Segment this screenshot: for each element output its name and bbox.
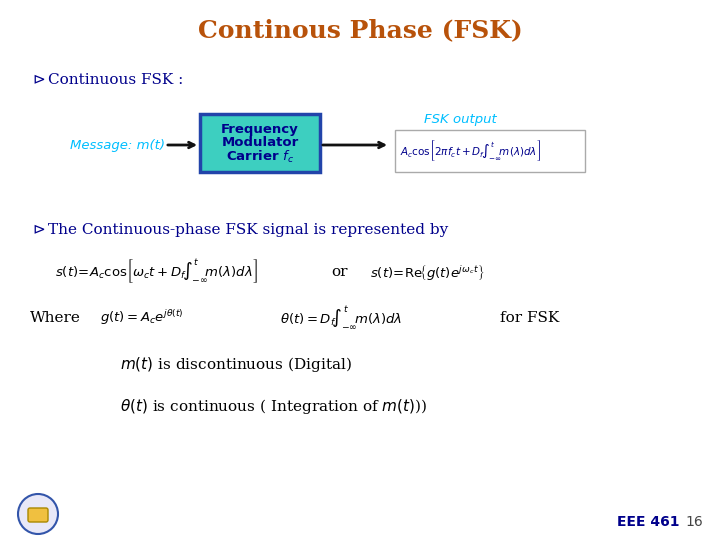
Text: 16: 16 [685,515,703,529]
Text: FSK output: FSK output [423,113,496,126]
Text: $\theta(t)=D_f\!\int_{-\infty}^{t}\!m(\lambda)d\lambda$: $\theta(t)=D_f\!\int_{-\infty}^{t}\!m(\l… [280,305,402,332]
Text: Where: Where [30,311,81,325]
Text: $s(t)\!=\!A_c\cos\!\left[\omega_c t+D_f\!\int_{-\infty}^{t}\!m(\lambda)d\lambda\: $s(t)\!=\!A_c\cos\!\left[\omega_c t+D_f\… [55,258,258,286]
Text: or: or [332,265,348,279]
Text: Frequency: Frequency [221,124,299,137]
Text: $\vartriangleright$: $\vartriangleright$ [30,222,46,238]
Text: $m(t)$ is discontinuous (Digital): $m(t)$ is discontinuous (Digital) [120,355,352,375]
Text: Continuous FSK :: Continuous FSK : [48,73,184,87]
Text: Continous Phase (FSK): Continous Phase (FSK) [197,18,523,42]
FancyBboxPatch shape [28,508,48,522]
Text: Modulator: Modulator [221,137,299,150]
Bar [200,114,320,172]
Text: The Continuous-phase FSK signal is represented by: The Continuous-phase FSK signal is repre… [48,223,449,237]
Text: Carrier $f_c$: Carrier $f_c$ [226,149,294,165]
Text: $A_c \cos\!\left[2\pi f_c t+D_f\!\int_{-\infty}^{t}\!m(\lambda)d\lambda\right]$: $A_c \cos\!\left[2\pi f_c t+D_f\!\int_{-… [400,139,541,163]
Text: Message: m(t): Message: m(t) [71,138,166,152]
Circle shape [18,494,58,534]
Text: $\vartriangleright$: $\vartriangleright$ [30,72,46,87]
Text: for FSK: for FSK [500,311,559,325]
Text: $g(t)=A_c e^{j\theta(t)}$: $g(t)=A_c e^{j\theta(t)}$ [100,308,184,327]
Text: $\theta(t)$ is continuous ( Integration of $m(t)$)): $\theta(t)$ is continuous ( Integration … [120,397,428,416]
Text: EEE 461: EEE 461 [617,515,680,529]
Bar [395,130,585,172]
Text: $s(t)\!=\!\mathrm{Re}\!\left\{g(t)e^{j\omega_c t}\right\}$: $s(t)\!=\!\mathrm{Re}\!\left\{g(t)e^{j\o… [370,262,485,281]
